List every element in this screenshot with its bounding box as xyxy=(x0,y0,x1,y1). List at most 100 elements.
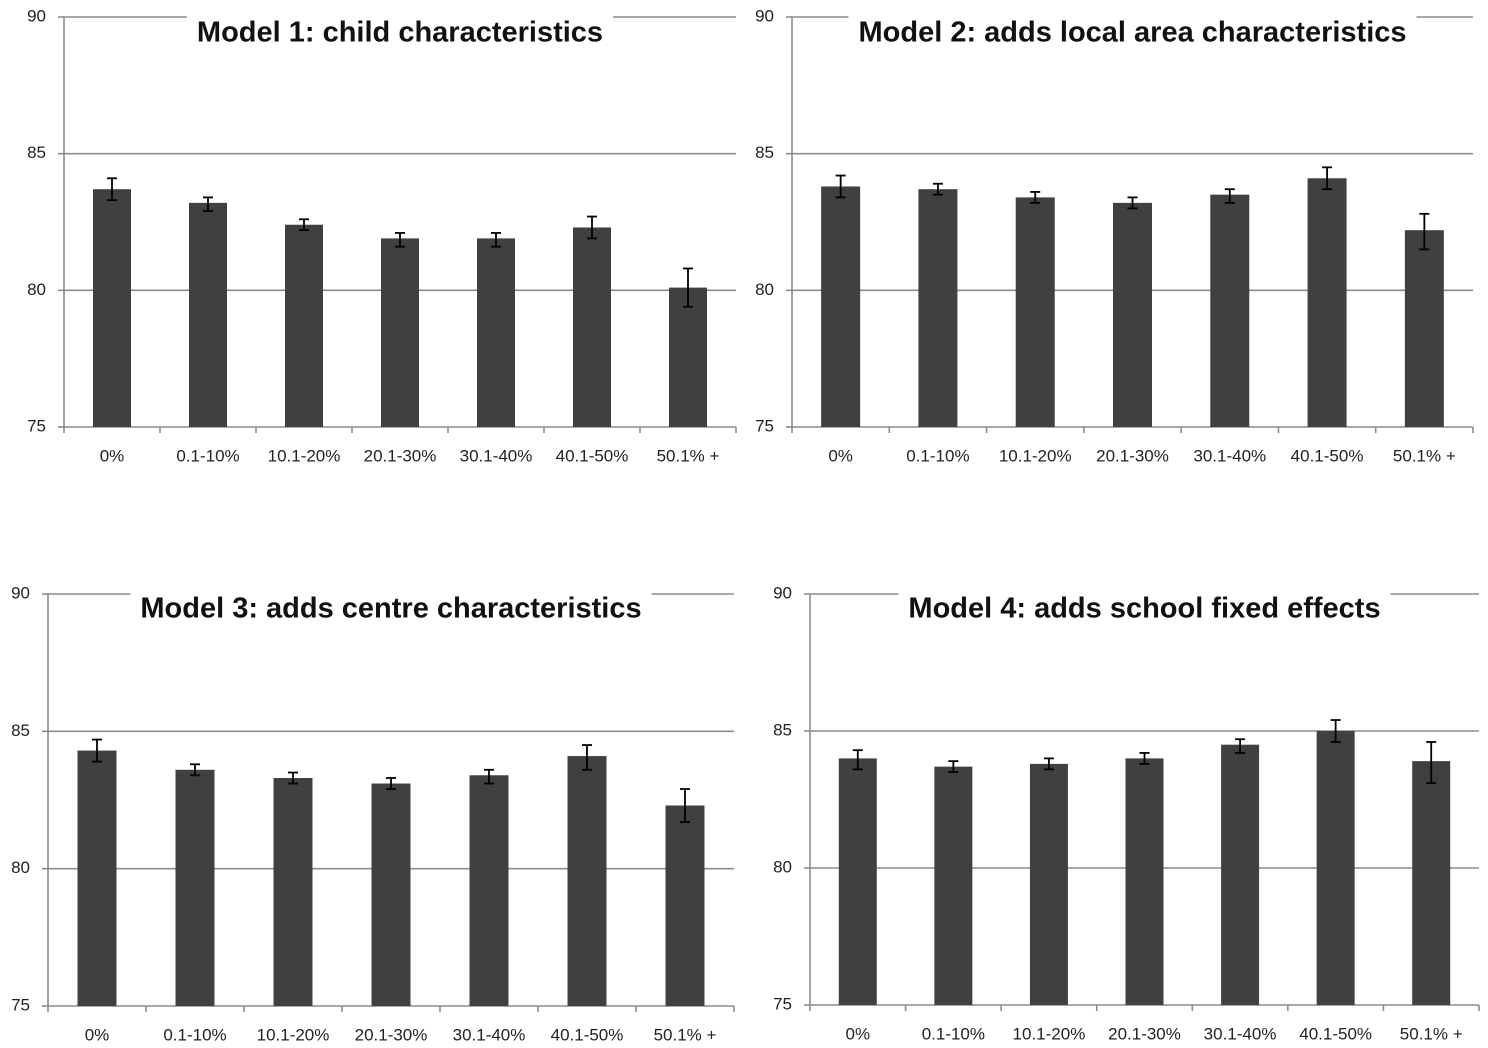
error-bar xyxy=(386,777,396,790)
x-tick-label: 20.1-30% xyxy=(355,1025,428,1044)
error-bar xyxy=(1224,188,1235,204)
error-bar xyxy=(1139,752,1150,765)
x-tick-label: 0% xyxy=(100,446,125,465)
bar xyxy=(371,783,411,1006)
error-bar xyxy=(948,760,959,773)
x-tick-label: 40.1-50% xyxy=(1291,446,1364,465)
x-tick-label: 10.1-20% xyxy=(257,1025,330,1044)
x-tick-label: 0% xyxy=(828,446,853,465)
bar xyxy=(1210,194,1250,427)
error-bar xyxy=(491,232,501,248)
error-bar xyxy=(107,177,117,202)
bar xyxy=(918,189,958,427)
x-tick-label: 0.1-10% xyxy=(163,1025,226,1044)
error-bar xyxy=(1322,166,1333,191)
bar xyxy=(189,202,227,427)
x-tick-label: 40.1-50% xyxy=(556,446,629,465)
y-tick-label: 85 xyxy=(11,721,30,740)
bar xyxy=(573,227,611,427)
error-bar xyxy=(1127,196,1138,210)
bar xyxy=(567,756,607,1006)
bar xyxy=(285,224,323,427)
y-tick-label: 75 xyxy=(27,416,46,435)
x-tick-label: 50.1% + xyxy=(1393,446,1456,465)
error-bar xyxy=(190,763,200,777)
panel-title: Model 1: child characteristics xyxy=(197,17,603,49)
bar xyxy=(1221,744,1260,1005)
y-tick-label: 80 xyxy=(773,857,792,876)
chart-panel-3: 75 80 85 90 0% 0.1-10% 10.1-20% 20.1-30% 30.1-40… xyxy=(11,583,735,1044)
y-tick-label: 85 xyxy=(755,143,774,162)
error-bar xyxy=(680,788,690,823)
x-tick-label: 40.1-50% xyxy=(551,1025,624,1044)
x-tick-label: 0% xyxy=(85,1025,110,1044)
bar xyxy=(1015,197,1055,427)
bar xyxy=(669,287,707,427)
chart-panel-4: 75 80 85 90 0% 0.1-10% 10.1-20% 20.1-30% 30.1-40… xyxy=(773,583,1480,1043)
chart-panel-1: 75 80 85 90 0% 0.1-10% 10.1-20% 20.1-30% 30.1-40… xyxy=(27,6,737,465)
bar xyxy=(1404,230,1444,427)
bar xyxy=(934,766,973,1005)
x-tick-label: 0.1-10% xyxy=(922,1024,985,1043)
error-bar xyxy=(852,749,863,771)
bar xyxy=(1316,731,1355,1005)
bar xyxy=(1029,763,1068,1005)
error-bar xyxy=(932,182,943,196)
x-tick-label: 50.1% + xyxy=(657,446,720,465)
y-tick-label: 85 xyxy=(773,720,792,739)
bar xyxy=(821,186,861,427)
x-tick-label: 10.1-20% xyxy=(999,446,1072,465)
bar xyxy=(1113,202,1152,427)
x-tick-label: 30.1-40% xyxy=(1204,1024,1277,1043)
bar xyxy=(838,758,877,1005)
bar xyxy=(1412,761,1451,1005)
x-tick-label: 40.1-50% xyxy=(1299,1024,1372,1043)
bar xyxy=(93,189,131,427)
x-tick-label: 50.1% + xyxy=(1400,1024,1463,1043)
y-tick-label: 75 xyxy=(773,994,792,1013)
bar xyxy=(665,805,705,1006)
panel-title: Model 2: adds local area characteristics xyxy=(858,17,1406,49)
x-tick-label: 20.1-30% xyxy=(364,446,437,465)
error-bar xyxy=(1330,719,1341,743)
error-bar xyxy=(1419,212,1430,251)
error-bar xyxy=(288,771,298,785)
x-tick-label: 30.1-40% xyxy=(1193,446,1266,465)
y-tick-label: 75 xyxy=(755,416,774,435)
error-bar xyxy=(582,744,592,771)
panel-title: Model 4: adds school fixed effects xyxy=(908,593,1380,625)
x-tick-label: 10.1-20% xyxy=(1013,1024,1086,1043)
error-bar xyxy=(1043,757,1054,771)
chart-panel-2: 75 80 85 90 0% 0.1-10% 10.1-20% 20.1-30% 30.1-40… xyxy=(755,6,1474,465)
bar xyxy=(477,238,515,427)
x-tick-label: 0.1-10% xyxy=(176,446,239,465)
x-tick-label: 20.1-30% xyxy=(1108,1024,1181,1043)
panel-title: Model 3: adds centre characteristics xyxy=(140,593,641,625)
error-bar xyxy=(683,267,693,308)
y-tick-label: 85 xyxy=(27,143,46,162)
bar xyxy=(1307,178,1347,427)
y-tick-label: 75 xyxy=(11,995,30,1014)
y-tick-label: 90 xyxy=(773,583,792,602)
error-bar xyxy=(1030,191,1041,204)
bar xyxy=(1125,758,1164,1005)
bar xyxy=(381,238,419,427)
error-bar xyxy=(484,768,494,785)
x-tick-label: 30.1-40% xyxy=(460,446,533,465)
error-bar xyxy=(1426,741,1437,784)
x-tick-label: 30.1-40% xyxy=(453,1025,526,1044)
bar xyxy=(273,778,313,1006)
error-bar xyxy=(835,174,846,199)
error-bar xyxy=(203,196,213,212)
error-bar xyxy=(92,738,102,763)
x-tick-label: 0% xyxy=(845,1024,870,1043)
y-tick-label: 90 xyxy=(27,6,46,25)
y-tick-label: 90 xyxy=(11,583,30,602)
error-bar xyxy=(299,218,309,232)
bar xyxy=(175,769,215,1006)
bar xyxy=(469,775,509,1006)
bar xyxy=(77,750,117,1006)
y-tick-label: 90 xyxy=(755,6,774,25)
error-bar xyxy=(1235,738,1246,754)
